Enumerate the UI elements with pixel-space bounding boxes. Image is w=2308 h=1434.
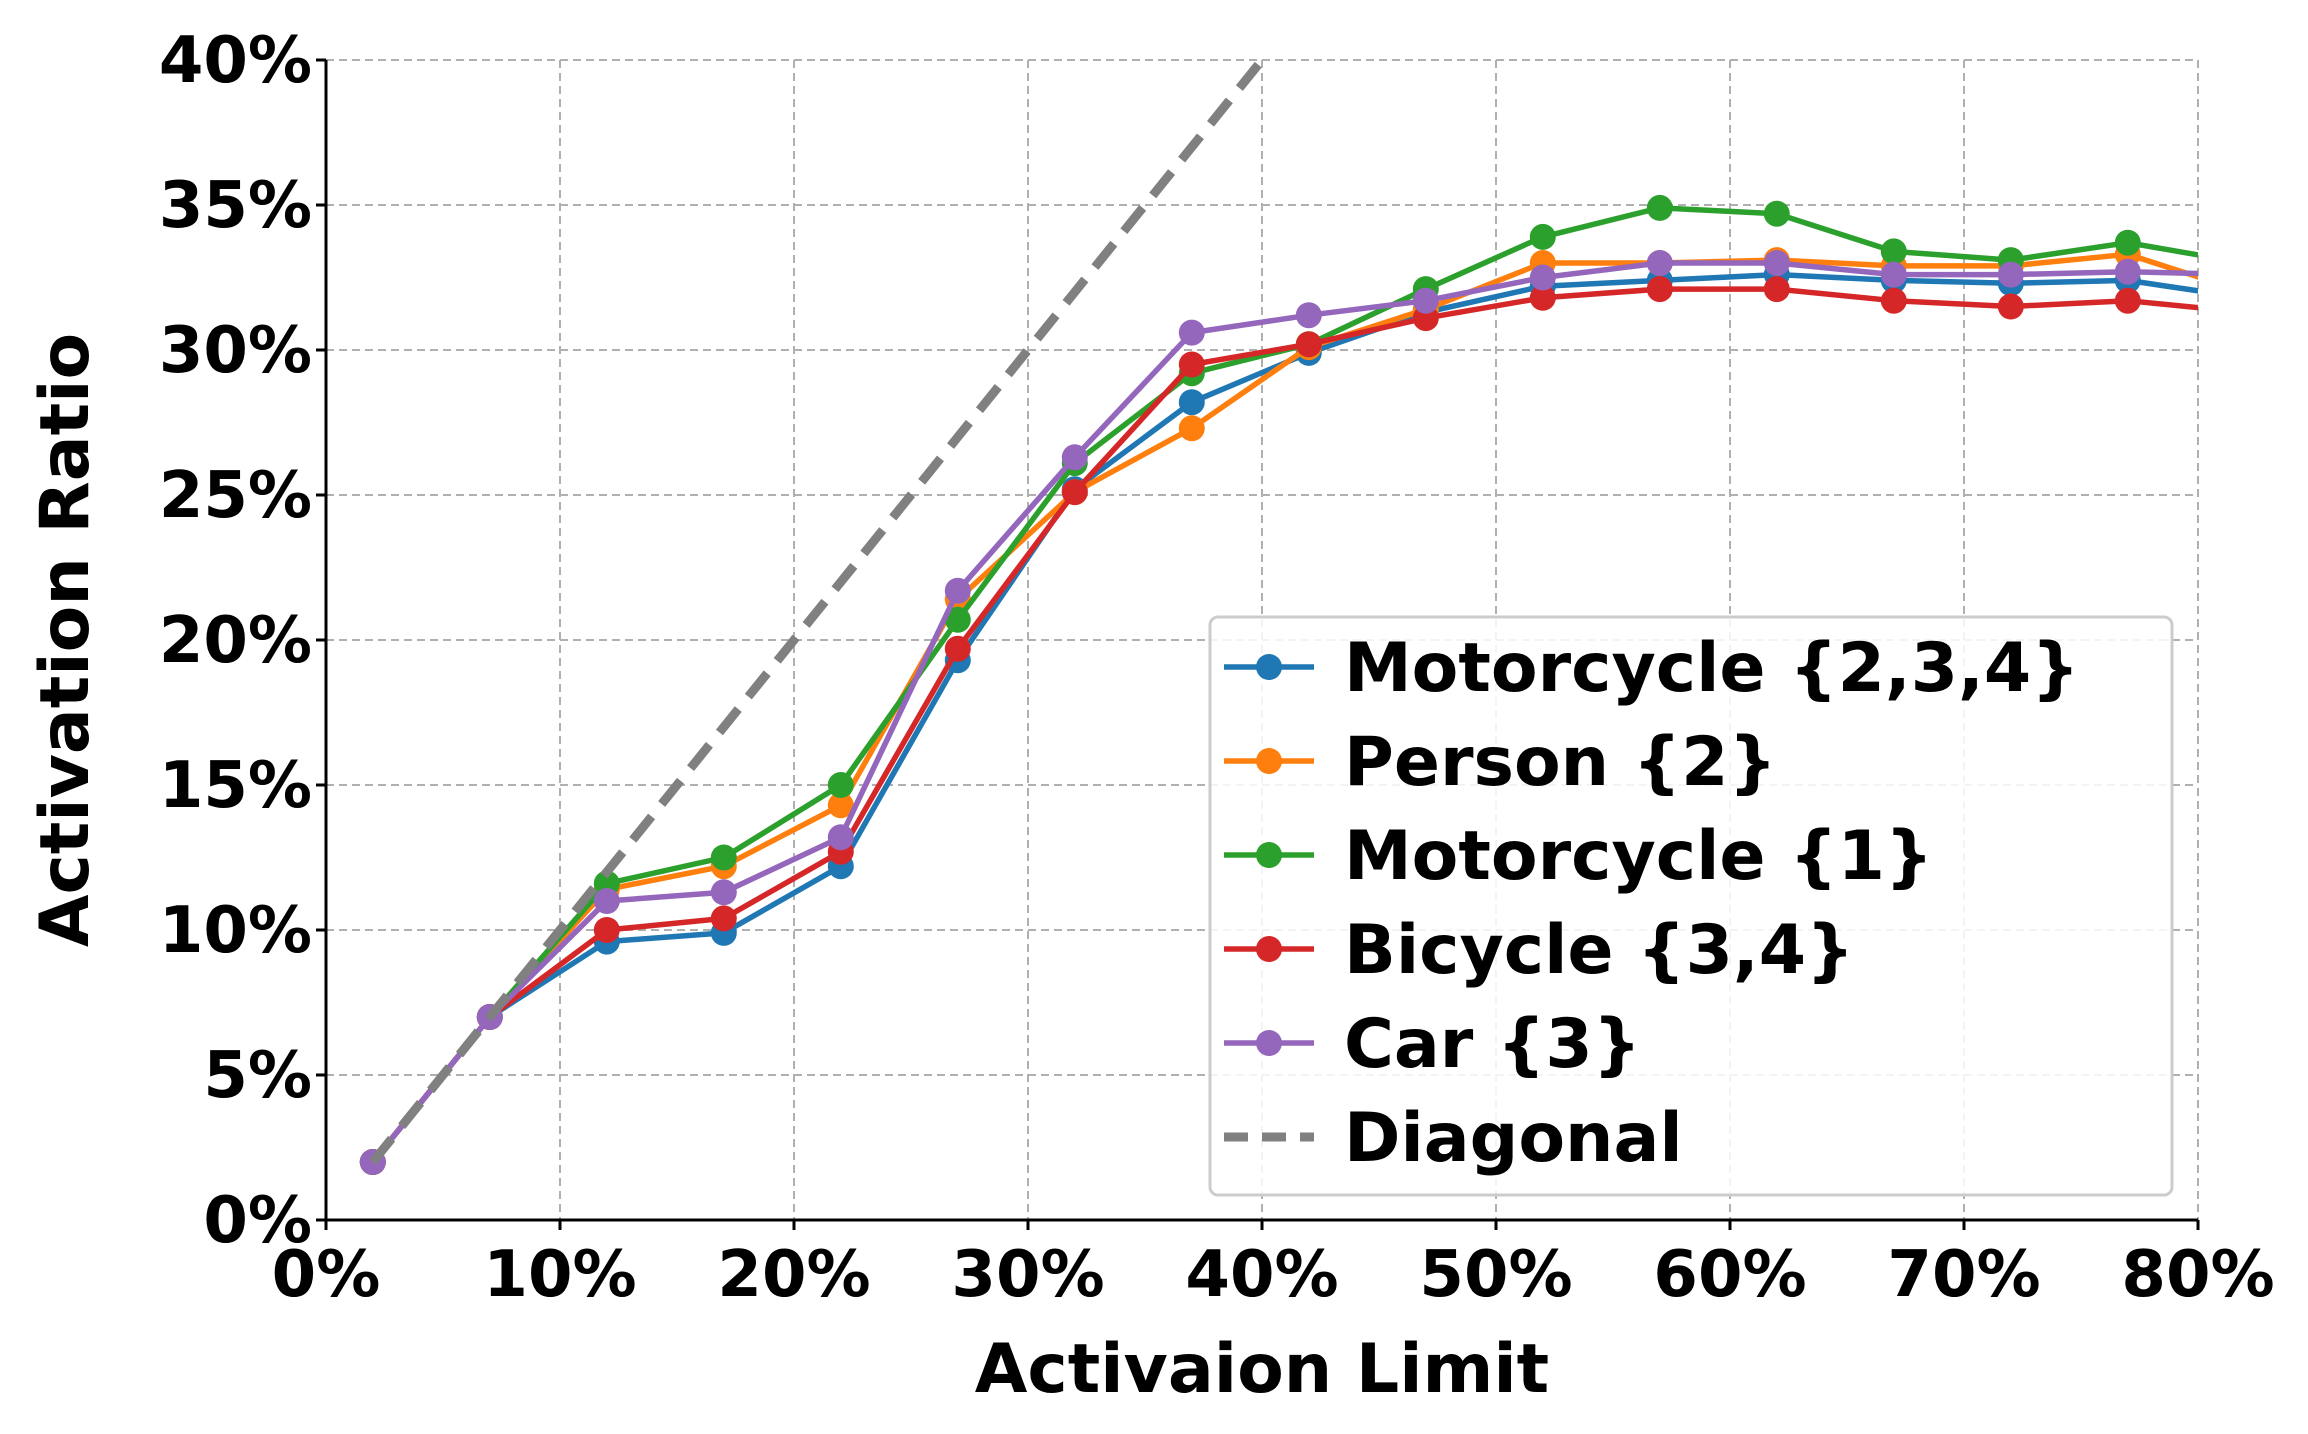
legend: Motorcycle {2,3,4} Person {2} Motorcycle {…	[1208, 615, 2174, 1197]
legend-marker	[1256, 1030, 1282, 1056]
x-tick-label: 80%	[2121, 1238, 2274, 1312]
data-point	[593, 888, 620, 914]
legend-item: Motorcycle {1}	[1224, 817, 1933, 896]
data-point	[1880, 238, 1907, 265]
data-point	[944, 577, 971, 604]
legend-item: Diagonal	[1224, 1099, 1683, 1178]
legend-item: Car {3}	[1224, 1005, 1641, 1084]
y-tick-label: 25%	[159, 459, 312, 533]
data-point	[827, 824, 854, 851]
data-point	[1880, 261, 1907, 288]
data-point	[1529, 284, 1556, 311]
legend-label: Motorcycle {2,3,4}	[1344, 629, 2080, 708]
data-point	[827, 792, 854, 819]
y-tick-label: 40%	[159, 24, 312, 98]
legend-label: Bicycle {3,4}	[1344, 911, 1854, 990]
data-point	[1061, 444, 1088, 471]
data-point	[2232, 262, 2258, 288]
x-tick-label: 10%	[483, 1238, 636, 1312]
y-tick-label: 30%	[159, 314, 312, 388]
y-tick-label: 20%	[159, 604, 312, 678]
data-point	[710, 844, 737, 871]
tick-labels: 0% 10% 20% 30% 40% 50% 60% 70% 80% 0% 5% 10% 15% 20% 2…	[159, 24, 2275, 1312]
data-point	[1529, 223, 1556, 250]
data-point	[2232, 299, 2258, 325]
x-tick-label: 50%	[1419, 1238, 1572, 1312]
y-tick-label: 15%	[159, 749, 312, 823]
data-point	[2114, 229, 2141, 256]
data-point	[1061, 479, 1088, 506]
y-tick-label: 10%	[159, 894, 312, 968]
legend-marker	[1256, 936, 1282, 962]
legend-item: Bicycle {3,4}	[1224, 911, 1854, 990]
y-axis-title: Activation Ratio	[26, 333, 105, 947]
data-point	[1178, 351, 1205, 378]
x-tick-label: 0%	[272, 1238, 381, 1312]
x-tick-label: 30%	[951, 1238, 1104, 1312]
legend-item: Motorcycle {2,3,4}	[1224, 629, 2080, 708]
data-point	[593, 917, 620, 943]
data-point	[2114, 258, 2141, 285]
series-layer	[359, 60, 2258, 1175]
data-point	[710, 905, 737, 932]
y-tick-label: 5%	[203, 1039, 312, 1113]
data-point	[944, 606, 971, 633]
y-tick-label: 35%	[159, 169, 312, 243]
x-tick-label: 70%	[1887, 1238, 2040, 1312]
legend-marker	[1256, 654, 1282, 680]
data-point	[1763, 276, 1790, 303]
data-point	[944, 635, 971, 662]
data-point	[1295, 331, 1322, 358]
data-point	[1997, 293, 2024, 320]
data-point	[1178, 319, 1205, 346]
legend-marker	[1256, 842, 1282, 868]
legend-label: Person {2}	[1344, 723, 1777, 802]
legend-label: Motorcycle {1}	[1344, 817, 1933, 896]
data-point	[710, 879, 737, 906]
data-point	[1412, 287, 1439, 314]
series-diagonal	[369, 60, 1266, 1165]
data-point	[1646, 194, 1673, 221]
data-point	[1178, 415, 1205, 442]
x-tick-label: 40%	[1185, 1238, 1338, 1312]
x-tick-label: 60%	[1653, 1238, 1806, 1312]
data-point	[1529, 264, 1556, 291]
legend-item: Person {2}	[1224, 723, 1777, 802]
data-point	[2232, 285, 2258, 311]
legend-label: Diagonal	[1344, 1099, 1683, 1178]
data-point	[1646, 276, 1673, 303]
data-point	[1178, 389, 1205, 416]
y-tick-label: 0%	[203, 1184, 312, 1258]
data-point	[2232, 250, 2258, 276]
legend-label: Car {3}	[1344, 1005, 1641, 1084]
data-point	[2114, 287, 2141, 314]
data-point	[827, 772, 854, 798]
axes	[316, 58, 2200, 1230]
legend-frame	[1208, 615, 2174, 1197]
data-point	[1880, 287, 1907, 314]
legend-marker	[1256, 748, 1282, 774]
data-point	[1997, 261, 2024, 288]
x-axis-title: Activaion Limit	[975, 1330, 1549, 1409]
data-point	[1646, 250, 1673, 276]
x-tick-label: 20%	[717, 1238, 870, 1312]
data-point	[2232, 279, 2258, 305]
data-point	[1763, 200, 1790, 227]
data-point	[1295, 302, 1322, 329]
series-line-diagonal	[369, 60, 1266, 1165]
data-point	[1763, 250, 1790, 276]
